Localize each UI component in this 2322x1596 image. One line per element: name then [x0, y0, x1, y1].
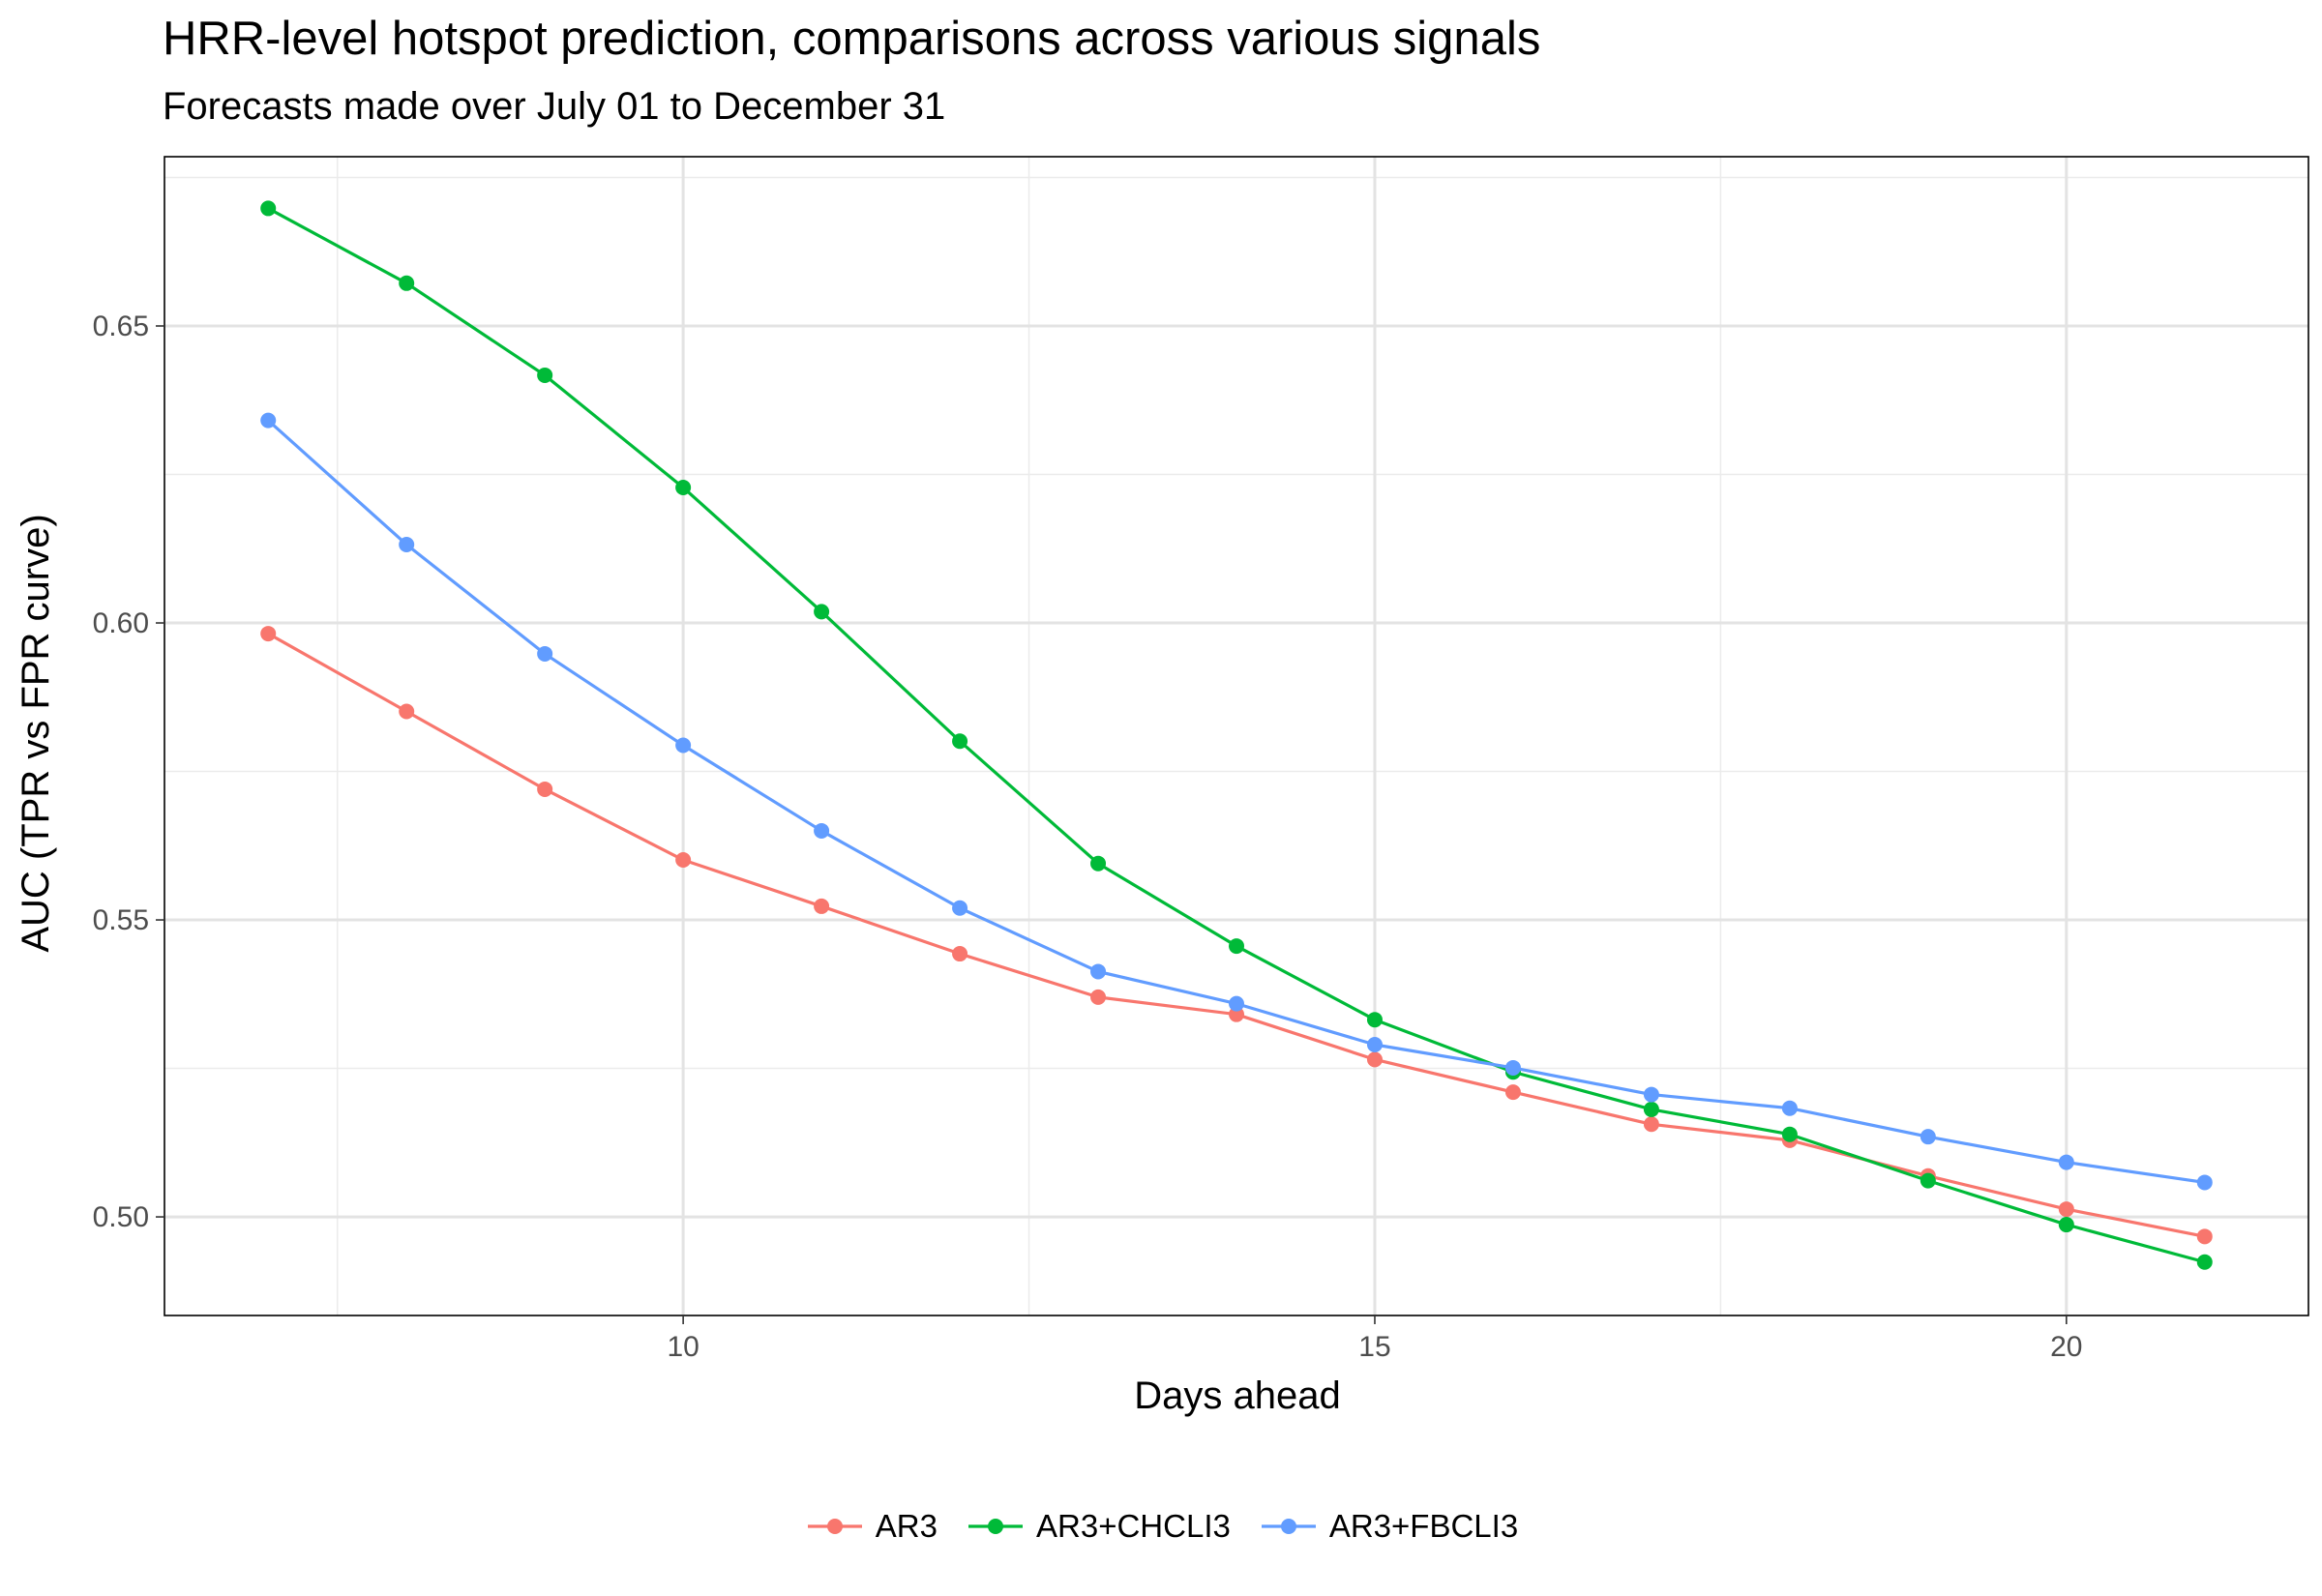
data-point-ar3-fbcli3 — [675, 737, 692, 754]
series-ar3-fbcli3 — [260, 412, 2213, 1191]
data-point-ar3-fbcli3 — [2196, 1174, 2213, 1191]
series-ar3-chcli3 — [260, 200, 2213, 1270]
series-line-ar3 — [267, 632, 2206, 1238]
data-point-ar3 — [675, 852, 692, 869]
data-point-ar3-chcli3 — [399, 275, 415, 291]
data-point-ar3 — [1366, 1051, 1383, 1068]
data-point-ar3-fbcli3 — [1366, 1036, 1383, 1052]
x-tick-label: 10 — [667, 1331, 699, 1363]
legend-label: AR3 — [875, 1508, 938, 1544]
chart-title: HRR-level hotspot prediction, comparison… — [163, 13, 1541, 65]
data-point-ar3-chcli3 — [537, 367, 553, 383]
x-tick-label: 20 — [2050, 1331, 2082, 1363]
legend-key-ar3 — [807, 1519, 862, 1534]
data-point-ar3 — [2196, 1228, 2213, 1245]
y-tick-label: 0.60 — [93, 607, 149, 639]
legend-label: AR3+CHCLI3 — [1036, 1508, 1231, 1544]
chart-subtitle: Forecasts made over July 01 to December … — [163, 85, 946, 128]
axis-layer: 10 15 20 0.50 0.55 0.60 0.65 — [93, 310, 2083, 1363]
data-point-ar3 — [814, 898, 830, 914]
data-point-ar3-chcli3 — [1090, 855, 1107, 872]
data-point-ar3-fbcli3 — [537, 645, 553, 662]
data-point-ar3-fbcli3 — [1781, 1100, 1798, 1116]
data-point-ar3-chcli3 — [1229, 938, 1244, 955]
data-point-ar3-fbcli3 — [952, 900, 968, 916]
data-point-ar3-chcli3 — [1781, 1126, 1798, 1142]
series-ar3 — [260, 626, 2213, 1245]
data-point-ar3-chcli3 — [814, 604, 830, 620]
data-point-ar3-chcli3 — [2196, 1254, 2213, 1270]
data-point-ar3-fbcli3 — [260, 412, 277, 429]
legend-item-ar3: AR3 — [804, 1507, 938, 1546]
data-point-ar3-chcli3 — [260, 200, 277, 217]
y-tick-label: 0.65 — [93, 310, 149, 342]
y-tick-label: 0.50 — [93, 1201, 149, 1233]
data-point-ar3 — [260, 626, 277, 642]
legend-item-ar3-chcli3: AR3+CHCLI3 — [965, 1507, 1231, 1546]
data-point-ar3 — [1090, 989, 1107, 1005]
legend-item-ar3-fbcli3: AR3+FBCLI3 — [1258, 1507, 1518, 1546]
data-point-ar3 — [537, 781, 553, 797]
legend: AR3 AR3+CHCLI3 AR3+FBCLI3 — [0, 1497, 2322, 1555]
y-axis-label: AUC (TPR vs FPR curve) — [15, 514, 57, 952]
series-layer — [260, 200, 2213, 1270]
data-point-ar3-fbcli3 — [2058, 1154, 2074, 1170]
legend-key-ar3-chcli3 — [968, 1519, 1023, 1534]
data-point-ar3-fbcli3 — [1643, 1086, 1659, 1103]
y-tick-label: 0.55 — [93, 904, 149, 936]
grid-layer — [164, 157, 2308, 1315]
data-point-ar3 — [2058, 1201, 2074, 1218]
x-axis-label: Days ahead — [1134, 1374, 1340, 1417]
data-point-ar3 — [1504, 1084, 1521, 1101]
series-line-ar3-chcli3 — [267, 207, 2206, 1264]
legend-key-ar3-fbcli3 — [1261, 1519, 1316, 1534]
data-point-ar3-chcli3 — [1643, 1101, 1659, 1117]
panel-border — [164, 156, 2309, 1316]
data-point-ar3-fbcli3 — [1090, 963, 1107, 980]
data-point-ar3-fbcli3 — [1504, 1059, 1521, 1076]
data-point-ar3 — [1643, 1116, 1659, 1133]
legend-label: AR3+FBCLI3 — [1328, 1508, 1519, 1544]
data-point-ar3 — [952, 946, 968, 962]
data-point-ar3-chcli3 — [1366, 1012, 1383, 1028]
data-point-ar3 — [1229, 1006, 1244, 1022]
data-point-ar3-fbcli3 — [1229, 995, 1244, 1012]
data-point-ar3-chcli3 — [1920, 1172, 1936, 1189]
data-point-ar3-chcli3 — [952, 733, 968, 750]
data-point-ar3-fbcli3 — [399, 536, 415, 552]
x-tick-label: 15 — [1358, 1331, 1390, 1363]
data-point-ar3-fbcli3 — [1920, 1129, 1936, 1145]
data-point-ar3-fbcli3 — [814, 822, 830, 839]
data-point-ar3-chcli3 — [2058, 1217, 2074, 1233]
data-point-ar3-chcli3 — [675, 480, 692, 496]
data-point-ar3 — [399, 703, 415, 720]
